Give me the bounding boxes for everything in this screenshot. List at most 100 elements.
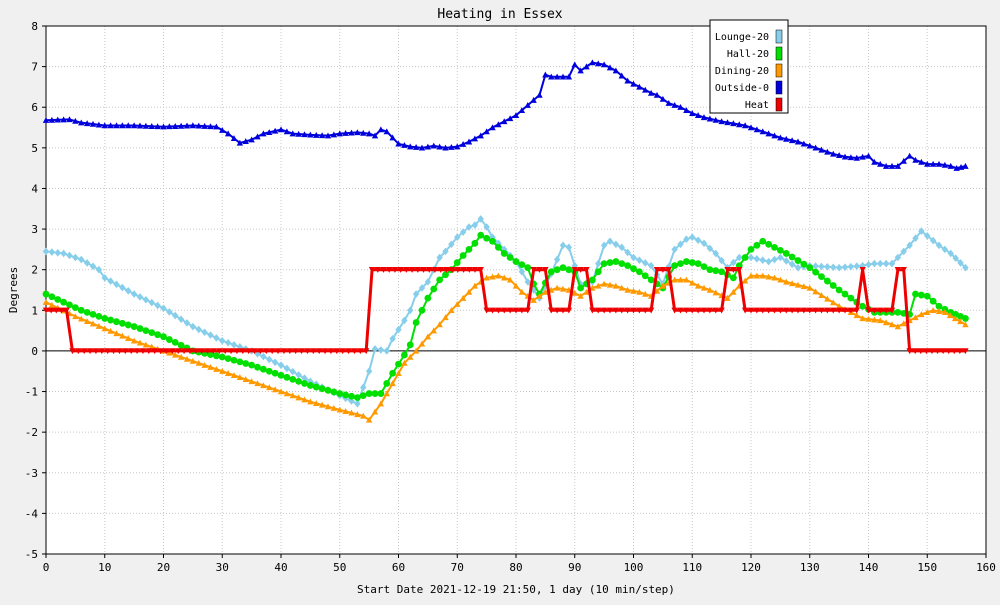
data-point-heat: [192, 348, 200, 355]
data-point-dining-20: [236, 374, 244, 381]
data-point-hall-20: [130, 323, 138, 330]
data-point-dining-20: [219, 368, 226, 374]
data-point-heat: [542, 266, 549, 273]
data-point-hall-20: [612, 258, 620, 265]
data-point-hall-20: [624, 262, 632, 270]
data-point-heat: [524, 307, 531, 314]
data-point-hall-20: [418, 306, 426, 314]
data-point-heat: [956, 348, 964, 355]
data-point-dining-20: [595, 282, 602, 289]
data-point-lounge-20: [454, 233, 461, 241]
data-point-hall-20: [48, 293, 56, 301]
data-point-heat: [92, 348, 100, 355]
data-point-heat: [263, 348, 270, 355]
data-point-heat: [339, 348, 346, 355]
data-point-hall-20: [818, 273, 825, 280]
data-point-hall-20: [89, 310, 97, 318]
data-point-dining-20: [571, 289, 578, 296]
data-point-dining-20: [824, 295, 831, 302]
x-tick-label: 0: [43, 561, 50, 574]
data-point-hall-20: [553, 266, 561, 274]
data-point-outside-0: [313, 131, 320, 138]
data-point-hall-20: [124, 321, 132, 329]
data-point-outside-0: [113, 122, 120, 129]
data-point-lounge-20: [812, 262, 819, 270]
data-point-outside-0: [66, 116, 73, 123]
data-point-outside-0: [465, 138, 473, 145]
data-point-outside-0: [765, 130, 772, 137]
data-point-dining-20: [506, 276, 514, 283]
data-point-hall-20: [406, 341, 414, 349]
data-point-dining-20: [42, 298, 50, 305]
data-point-heat: [80, 348, 88, 355]
data-point-outside-0: [636, 83, 643, 90]
data-point-outside-0: [277, 126, 285, 133]
data-point-hall-20: [212, 352, 220, 360]
data-point-outside-0: [448, 144, 455, 150]
data-point-hall-20: [453, 259, 461, 266]
data-point-lounge-20: [924, 232, 931, 240]
data-point-lounge-20: [477, 215, 484, 223]
data-point-lounge-20: [736, 253, 743, 262]
data-point-lounge-20: [518, 267, 526, 276]
data-point-hall-20: [259, 365, 267, 373]
data-point-outside-0: [42, 117, 50, 123]
data-point-hall-20: [647, 276, 655, 284]
data-point-heat: [42, 307, 50, 314]
data-point-dining-20: [89, 320, 97, 327]
data-point-lounge-20: [524, 278, 531, 286]
data-point-lounge-20: [401, 316, 408, 325]
data-point-lounge-20: [465, 223, 473, 231]
data-point-hall-20: [66, 301, 73, 309]
data-point-heat: [437, 266, 444, 273]
legend-label-dining-20: Dining-20: [715, 66, 769, 77]
data-point-hall-20: [741, 254, 749, 261]
data-point-lounge-20: [83, 259, 91, 267]
data-point-hall-20: [477, 231, 485, 239]
data-point-dining-20: [342, 408, 349, 415]
data-point-heat: [771, 307, 778, 314]
data-point-lounge-20: [612, 240, 620, 249]
data-point-hall-20: [400, 351, 408, 359]
data-point-heat: [736, 266, 743, 273]
data-point-dining-20: [694, 282, 702, 289]
data-point-heat: [127, 348, 135, 355]
axes: 0 10 20 30 40 50 60 70 80 90 100 110 120 130 140 150 160…: [25, 20, 996, 574]
data-point-dining-20: [454, 301, 461, 307]
data-point-outside-0: [101, 122, 108, 129]
data-point-outside-0: [289, 130, 296, 137]
data-point-outside-0: [224, 130, 232, 137]
data-point-outside-0: [130, 122, 138, 129]
data-point-lounge-20: [788, 260, 796, 269]
data-point-lounge-20: [148, 298, 155, 307]
data-point-dining-20: [759, 272, 766, 279]
data-point-outside-0: [383, 128, 390, 135]
y-tick-label: -1: [25, 386, 38, 399]
data-point-lounge-20: [694, 236, 702, 245]
data-point-outside-0: [95, 121, 103, 128]
data-point-heat: [216, 348, 223, 355]
data-point-lounge-20: [765, 257, 772, 266]
data-point-hall-20: [771, 243, 778, 251]
data-point-dining-20: [224, 370, 232, 376]
data-point-outside-0: [894, 162, 902, 169]
data-point-outside-0: [407, 143, 414, 150]
data-point-hall-20: [894, 308, 902, 316]
data-point-lounge-20: [395, 325, 402, 334]
data-point-outside-0: [501, 118, 508, 125]
data-point-outside-0: [489, 124, 496, 131]
data-point-outside-0: [935, 160, 943, 167]
data-point-hall-20: [113, 318, 120, 326]
legend-label-lounge-20: Lounge-20: [715, 32, 769, 43]
data-point-heat: [530, 266, 537, 273]
data-point-lounge-20: [894, 253, 902, 262]
data-point-hall-20: [242, 360, 250, 367]
data-point-heat: [753, 307, 761, 314]
x-tick-label: 30: [216, 561, 229, 574]
data-point-outside-0: [54, 116, 61, 123]
data-point-hall-20: [154, 331, 162, 339]
data-point-dining-20: [336, 406, 343, 413]
data-point-dining-20: [313, 400, 320, 407]
data-point-dining-20: [894, 323, 902, 330]
